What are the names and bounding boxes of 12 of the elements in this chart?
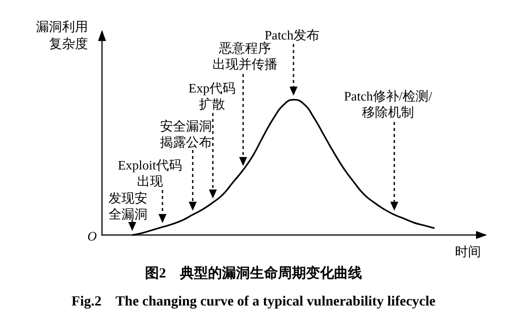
text: O: [87, 228, 98, 244]
text: 恶意程序出现并传播: [212, 40, 278, 72]
annotation: Patch修补/检测/移除机制: [344, 88, 432, 120]
annotation: 发现安全漏洞: [108, 190, 148, 222]
y-axis-title: 漏洞利用复杂度: [36, 19, 88, 51]
x-axis-title: 时间: [455, 244, 481, 259]
text: Fig.2 The changing curve of a typical vulnerability lifecycle: [72, 294, 436, 310]
text: 图2 典型的漏洞生命周期变化曲线: [145, 264, 362, 282]
annotation: Exp代码扩散: [188, 80, 236, 112]
annotation: 安全漏洞揭露公布: [160, 118, 212, 150]
annotation: Exploit代码出现: [118, 158, 182, 188]
text: Patch发布: [264, 28, 320, 42]
